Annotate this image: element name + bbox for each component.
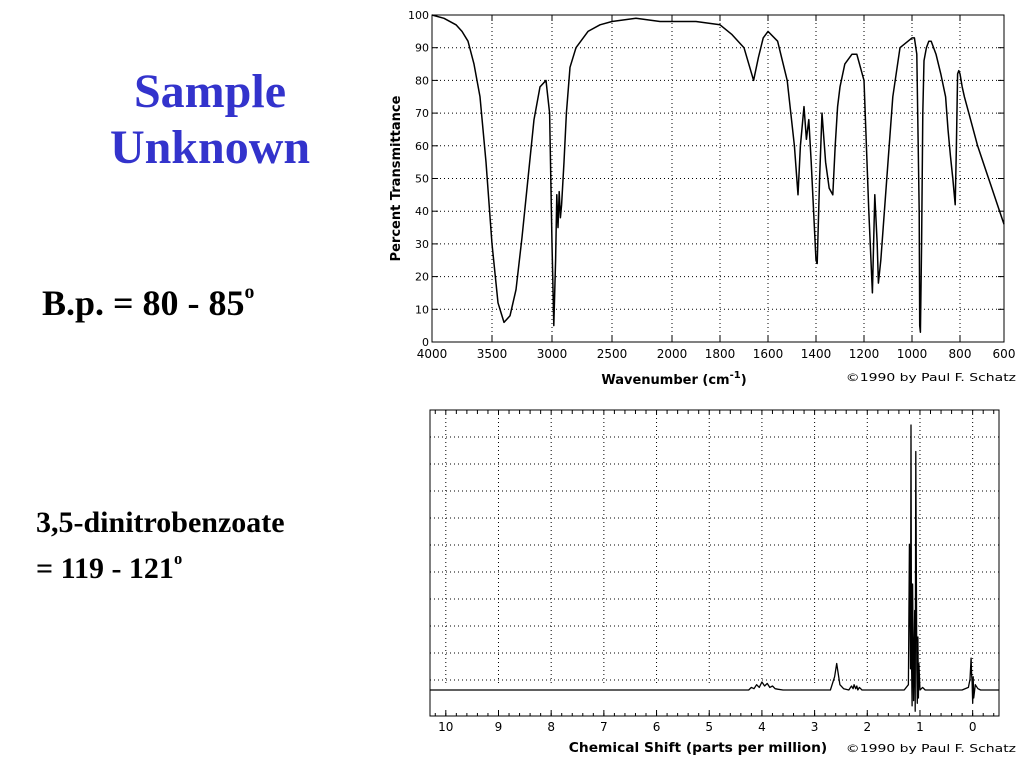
- ir-y-tick-label: 0: [422, 336, 429, 349]
- ir-y-axis-label: Percent Transmittance: [389, 95, 404, 261]
- ir-y-tick-label: 60: [415, 140, 429, 153]
- ir-chart: 0 10 20 30 40 50 60 70 80 90 100 4000 3500 3000 2500 20…: [389, 9, 1016, 388]
- ir-x-tick-label: 3500: [477, 347, 508, 361]
- derivative-name: 3,5-dinitrobenzoate: [36, 506, 285, 539]
- ir-spectrum-line: [431, 14, 1005, 333]
- nmr-x-tick-label: 6: [653, 720, 661, 734]
- boiling-point-value: B.p. = 80 - 85: [42, 283, 245, 323]
- ir-y-tick-label: 70: [415, 107, 429, 120]
- ir-x-axis-label-sup: -1: [730, 370, 741, 381]
- ir-y-tick-label: 20: [415, 271, 429, 284]
- derivative-mp-text: 3,5-dinitrobenzoate = 119 - 121o: [36, 500, 285, 592]
- nmr-plot-frame: [429, 409, 1000, 717]
- ir-x-tick-label: 2000: [657, 347, 688, 361]
- ir-x-tick-label: 1000: [897, 347, 928, 361]
- derivative-mp-value: = 119 - 121: [36, 552, 174, 585]
- ir-x-tick-label: 3000: [537, 347, 568, 361]
- nmr-x-tick-label: 5: [705, 720, 713, 734]
- nmr-x-tick-label: 1: [916, 720, 924, 734]
- ir-credit: ©1990 by Paul F. Schatz: [846, 371, 1016, 384]
- nmr-x-tick-label: 7: [600, 720, 608, 734]
- nmr-x-tick-label: 8: [547, 720, 555, 734]
- ir-y-tick-label: 10: [415, 303, 429, 316]
- ir-x-tick-label: 1200: [849, 347, 880, 361]
- nmr-x-axis-label: Chemical Shift (parts per million): [569, 741, 827, 756]
- ir-x-axis-label-end: ): [741, 373, 747, 388]
- ir-y-tick-label: 30: [415, 238, 429, 251]
- nmr-x-tick-label: 2: [863, 720, 871, 734]
- ir-y-tick-label: 50: [415, 173, 429, 186]
- slide-title: Sample Unknown: [60, 64, 360, 176]
- boiling-point-degree: o: [244, 281, 255, 304]
- nmr-credit: ©1990 by Paul F. Schatz: [846, 742, 1016, 755]
- ir-x-axis-label-text: Wavenumber (cm: [601, 373, 729, 388]
- nmr-x-tick-label: 4: [758, 720, 766, 734]
- ir-x-tick-label: 600: [993, 347, 1016, 361]
- ir-y-tick-label: 80: [415, 74, 429, 87]
- nmr-x-tick-label: 10: [438, 720, 453, 734]
- nmr-x-tick-label: 3: [811, 720, 819, 734]
- ir-x-tick-label: 1800: [705, 347, 736, 361]
- derivative-mp-degree: o: [173, 548, 183, 568]
- ir-x-tick-label: 4000: [417, 347, 448, 361]
- ir-y-tick-label: 90: [415, 42, 429, 55]
- boiling-point-text: B.p. = 80 - 85o: [42, 282, 254, 324]
- ir-x-tick-label: 1400: [801, 347, 832, 361]
- ir-x-axis-label: Wavenumber (cm-1): [601, 370, 746, 388]
- ir-x-tick-label: 2500: [597, 347, 628, 361]
- derivative-mp-value-line: = 119 - 121o: [36, 546, 285, 592]
- ir-y-tick-label: 40: [415, 205, 429, 218]
- title-line-1: Sample: [133, 65, 286, 118]
- nmr-spectrum-line: [430, 424, 999, 712]
- ir-y-tick-label: 100: [408, 9, 429, 22]
- ir-x-tick-label: 800: [949, 347, 972, 361]
- title-line-2: Unknown: [109, 121, 311, 174]
- nmr-x-tick-label: 0: [969, 720, 977, 734]
- ir-x-tick-label: 1600: [753, 347, 784, 361]
- nmr-x-tick-label: 9: [495, 720, 503, 734]
- ir-plot-frame: [431, 14, 1005, 343]
